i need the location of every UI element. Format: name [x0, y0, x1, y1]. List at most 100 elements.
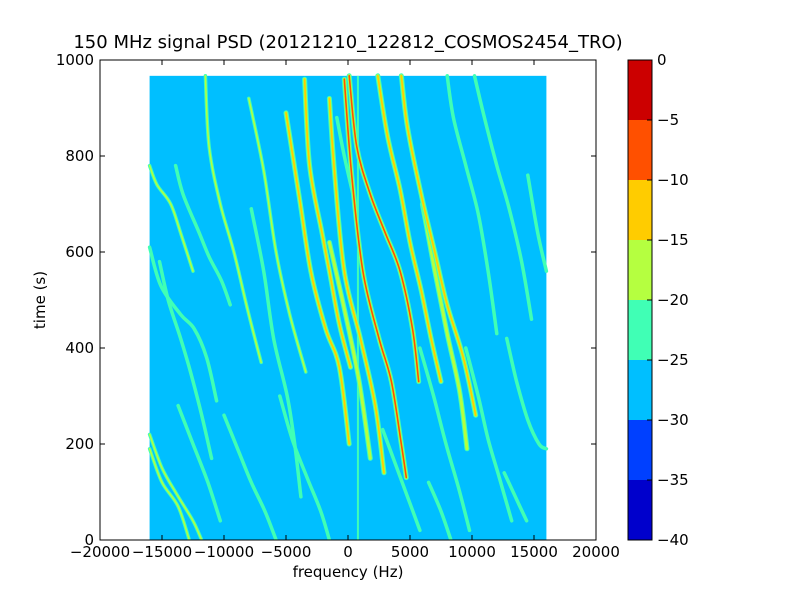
signal-trace — [147, 447, 192, 540]
signal-trace-core — [148, 448, 191, 540]
signal-trace-core — [279, 395, 331, 540]
signal-trace-core — [527, 174, 548, 272]
y-tick-label: 1000 — [56, 51, 94, 69]
signal-trace-core — [148, 246, 218, 402]
signal-trace — [502, 471, 529, 523]
colorbar-level — [628, 60, 652, 120]
signal-trace-core — [427, 481, 452, 540]
signal-trace — [375, 73, 444, 385]
y-tick-label: 0 — [84, 531, 94, 549]
signal-trace-core — [348, 75, 420, 383]
signal-trace-core — [400, 75, 477, 416]
signal-trace-core — [174, 164, 231, 306]
signal-trace — [173, 163, 232, 307]
signal-trace — [326, 239, 373, 461]
signal-trace-core — [158, 260, 213, 460]
signal-trace — [464, 346, 514, 523]
signal-trace — [346, 73, 422, 385]
signal-trace — [398, 73, 479, 418]
colorbar-tick-label: −20 — [657, 291, 689, 309]
y-axis: 0 200 400 600 800 1000 — [56, 51, 596, 549]
signal-trace-core — [381, 428, 421, 532]
x-axis-label: frequency (Hz) — [293, 563, 404, 581]
colorbar-tick-label: −30 — [657, 411, 689, 429]
signal-trace — [147, 163, 195, 273]
x-tick-label: −20000 — [70, 543, 130, 561]
x-axis: −20000 −15000 −10000 −5000 0 5000 10000 15000 20… — [70, 60, 620, 561]
x-tick-label: 15000 — [510, 543, 558, 561]
signal-trace-core — [503, 472, 528, 522]
signal-trace-core — [343, 78, 408, 479]
signal-trace-core — [465, 347, 513, 522]
colorbar-level — [628, 480, 652, 540]
colorbar-level — [628, 120, 652, 180]
chart-title: 150 MHz signal PSD (20121210_122812_COSM… — [73, 32, 622, 53]
colorbar-level — [628, 180, 652, 240]
signal-trace — [247, 96, 308, 374]
x-tick-label: 0 — [343, 543, 353, 561]
signal-trace-core — [328, 241, 372, 460]
signal-trace — [418, 346, 472, 533]
signal-trace — [249, 207, 303, 499]
colorbar: 0 −5 −10 −15 −20 −25 −30 −35 −40 — [627, 51, 689, 549]
x-tick-label: −5000 — [261, 543, 312, 561]
y-tick-label: 400 — [65, 339, 94, 357]
y-axis-label: time (s) — [31, 271, 49, 329]
signal-trace — [222, 413, 278, 540]
signal-trace — [426, 480, 453, 540]
colorbar-tick-label: −40 — [657, 531, 689, 549]
colorbar-tick-label: −5 — [657, 111, 679, 129]
colorbar-tick-label: −25 — [657, 351, 689, 369]
colorbar-level — [628, 360, 652, 420]
signal-trace — [176, 403, 223, 523]
signal-trace — [326, 95, 387, 476]
signal-trace-core — [421, 203, 468, 450]
signal-trace-core — [204, 75, 262, 364]
y-tick-label: 600 — [65, 243, 94, 261]
signal-trace — [147, 245, 219, 403]
signal-trace-core — [223, 414, 277, 540]
signal-trace-core — [303, 78, 352, 368]
signal-trace — [147, 432, 204, 540]
colorbar-level — [628, 240, 652, 300]
signal-trace — [504, 336, 549, 451]
x-tick-label: 20000 — [572, 543, 620, 561]
signal-trace-core — [419, 347, 471, 532]
signal-trace — [283, 110, 352, 447]
signal-trace — [157, 259, 214, 461]
colorbar-tick-label: −35 — [657, 471, 689, 489]
signal-trace-core — [473, 75, 533, 320]
colorbar-tick-label: 0 — [657, 51, 667, 69]
x-tick-label: 10000 — [448, 543, 496, 561]
signal-trace — [472, 74, 534, 321]
x-tick-label: 5000 — [391, 543, 429, 561]
signal-trace-core — [248, 97, 307, 373]
colorbar-tick-label: −15 — [657, 231, 689, 249]
y-tick-label: 200 — [65, 435, 94, 453]
x-tick-label: −15000 — [132, 543, 192, 561]
signal-trace-core — [328, 97, 385, 474]
signal-trace-core — [377, 75, 442, 383]
signal-trace — [419, 201, 470, 452]
signal-trace-core — [250, 208, 302, 498]
y-tick-label: 800 — [65, 147, 94, 165]
signal-trace-core — [148, 164, 194, 272]
signal-trace — [380, 427, 422, 533]
signal-trace-core — [148, 433, 203, 540]
signal-trace — [526, 173, 549, 273]
colorbar-level — [628, 300, 652, 360]
signal-trace — [341, 76, 409, 481]
signal-trace-core — [505, 337, 548, 450]
colorbar-level — [628, 420, 652, 480]
signal-trace — [302, 76, 353, 370]
signal-trace-core — [446, 75, 498, 335]
plot-area — [147, 73, 549, 540]
x-tick-label: −10000 — [194, 543, 254, 561]
signal-trace — [203, 74, 263, 365]
signal-trace — [445, 74, 499, 336]
signal-trace-core — [177, 404, 222, 522]
signal-trace — [278, 394, 332, 540]
signal-trace-core — [285, 112, 350, 445]
colorbar-tick-label: −10 — [657, 171, 689, 189]
